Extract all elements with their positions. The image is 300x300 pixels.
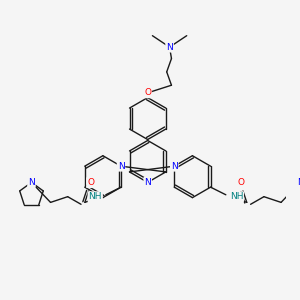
Text: N: N bbox=[118, 162, 124, 171]
Text: N: N bbox=[28, 178, 35, 187]
Text: N: N bbox=[166, 43, 173, 52]
Text: N: N bbox=[144, 178, 151, 187]
Text: N: N bbox=[171, 162, 178, 171]
Text: O: O bbox=[238, 178, 244, 187]
Text: O: O bbox=[144, 88, 151, 97]
Text: NH: NH bbox=[88, 192, 102, 201]
Text: NH: NH bbox=[230, 192, 243, 201]
Text: O: O bbox=[87, 178, 94, 187]
Text: N: N bbox=[297, 178, 300, 187]
